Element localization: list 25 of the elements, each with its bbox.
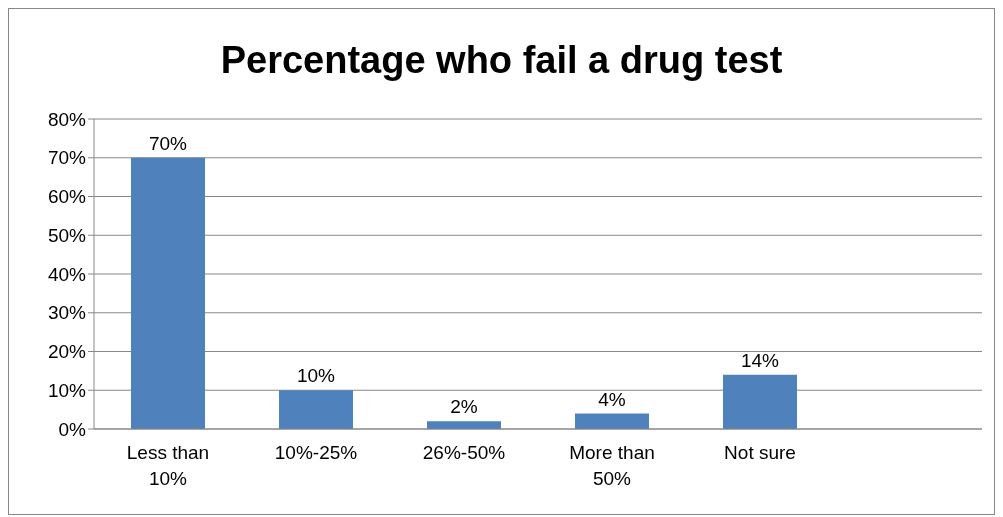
y-tick-label: 50% xyxy=(47,224,87,246)
data-label: 10% xyxy=(296,365,336,387)
x-tick-label: 26%-50% xyxy=(422,442,506,463)
y-tick-label: 10% xyxy=(47,379,87,401)
bar xyxy=(131,157,205,429)
bar xyxy=(279,390,353,429)
bar xyxy=(723,374,797,429)
y-tick-label: 80% xyxy=(47,108,87,130)
data-label: 70% xyxy=(148,132,188,154)
data-label: 14% xyxy=(740,349,780,371)
y-tick-label: 70% xyxy=(47,147,87,169)
x-tick-label: More than 50% xyxy=(569,442,655,489)
x-tick-label: 10%-25% xyxy=(274,442,358,463)
chart-title: Percentage who fail a drug test xyxy=(219,39,784,82)
y-tick-label: 20% xyxy=(47,341,87,363)
data-label: 4% xyxy=(598,388,626,410)
x-tick-label: Not sure xyxy=(724,442,796,463)
y-tick-label: 40% xyxy=(47,263,87,285)
y-tick-label: 0% xyxy=(58,418,87,440)
data-label: 2% xyxy=(450,396,478,418)
bar xyxy=(427,421,501,429)
y-tick-label: 30% xyxy=(47,302,87,324)
x-tick-label: Less than 10% xyxy=(126,442,210,489)
bar xyxy=(575,413,649,429)
y-tick-label: 60% xyxy=(47,186,87,208)
